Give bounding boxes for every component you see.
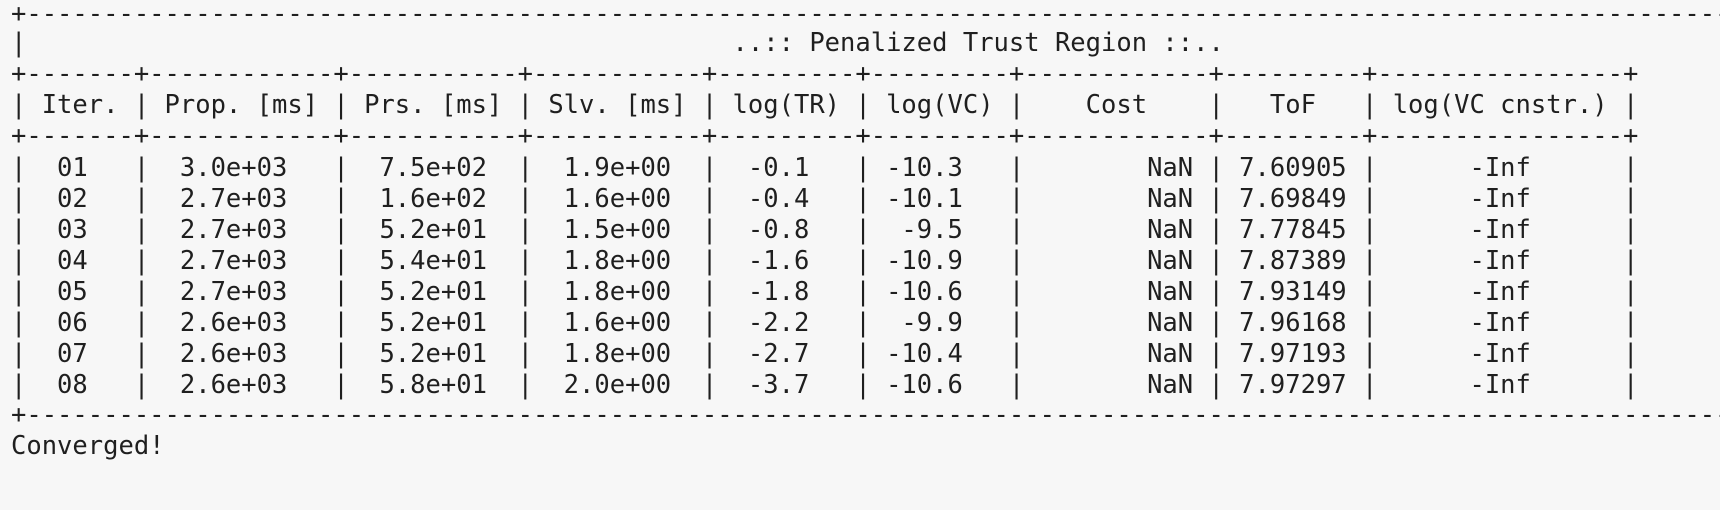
table-top-border: +---------------------------------------… [11, 0, 1720, 29]
table-header-divider: +-------+------------+-----------+------… [11, 121, 1639, 151]
table-row: | 03 | 2.7e+03 | 5.2e+01 | 1.5e+00 | -0.… [11, 215, 1639, 245]
table-title-divider: +-------+------------+-----------+------… [11, 59, 1639, 89]
table-row: | 04 | 2.7e+03 | 5.4e+01 | 1.8e+00 | -1.… [11, 246, 1639, 276]
table-title: | ..:: Penalized Trust Region ::.. | [11, 28, 1224, 58]
table-row: | 06 | 2.6e+03 | 5.2e+01 | 1.6e+00 | -2.… [11, 308, 1639, 338]
table-row: | 08 | 2.6e+03 | 5.8e+01 | 2.0e+00 | -3.… [11, 370, 1639, 400]
table-row: | 02 | 2.7e+03 | 1.6e+02 | 1.6e+00 | -0.… [11, 184, 1639, 214]
table-row: | 05 | 2.7e+03 | 5.2e+01 | 1.8e+00 | -1.… [11, 277, 1639, 307]
table-header-row: | Iter. | Prop. [ms] | Prs. [ms] | Slv. … [11, 90, 1639, 120]
table-bottom-border: +---------------------------------------… [11, 400, 1720, 430]
status-message: Converged! [11, 431, 165, 461]
table-row: | 01 | 3.0e+03 | 7.5e+02 | 1.9e+00 | -0.… [11, 153, 1639, 183]
table-row: | 07 | 2.6e+03 | 5.2e+01 | 1.8e+00 | -2.… [11, 339, 1639, 369]
